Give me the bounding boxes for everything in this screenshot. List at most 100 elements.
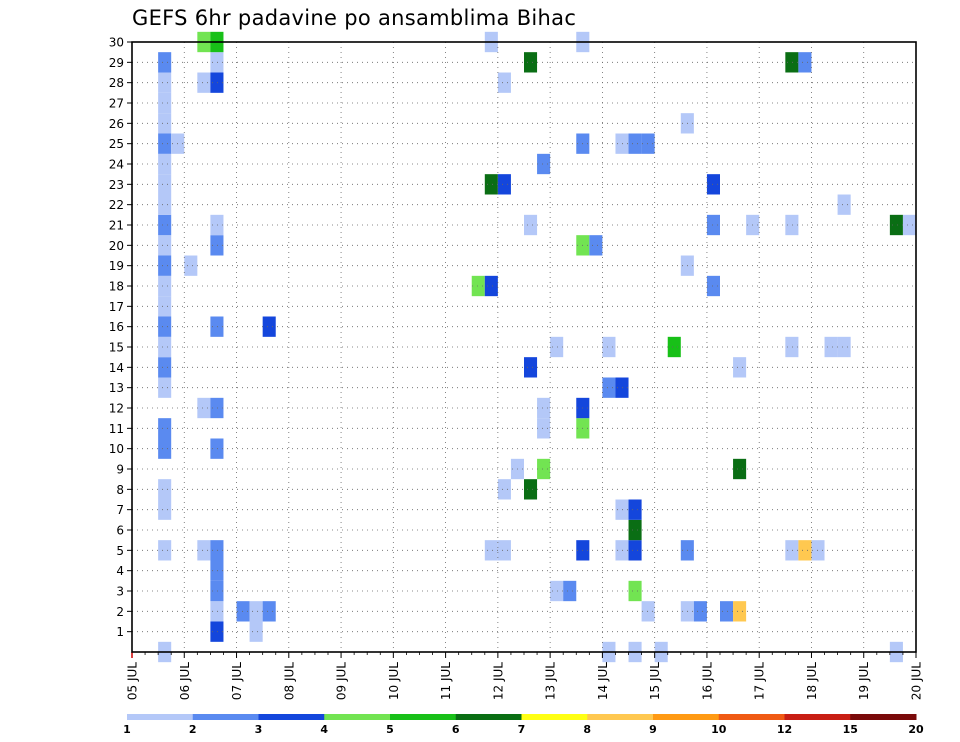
heatmap-cell	[641, 601, 655, 622]
colorbar-tick-label: 12	[777, 723, 792, 736]
heatmap-cell	[667, 336, 681, 358]
grid-layer	[132, 41, 916, 652]
heatmap-cell	[537, 397, 551, 419]
heatmap-cell	[210, 316, 224, 337]
heatmap-cell	[210, 235, 224, 256]
colorbar-tick-label: 3	[255, 723, 263, 736]
colorbar-swatch	[784, 714, 851, 720]
heatmap-cell	[158, 255, 172, 276]
heatmap-cell	[158, 357, 172, 378]
heatmap-cell	[563, 580, 577, 602]
colorbar-tick-label: 5	[386, 723, 394, 736]
heatmap-cell	[158, 296, 172, 317]
heatmap-cell	[262, 316, 276, 337]
colorbar-swatch	[455, 714, 522, 720]
plot-frame	[131, 41, 917, 653]
heatmap-cell	[537, 153, 551, 175]
colorbar-swatch	[521, 714, 588, 720]
heatmap-cell	[497, 174, 511, 195]
y-axis: 1234567891011121314151617181920212223242…	[109, 36, 132, 639]
heatmap-cell	[524, 479, 538, 500]
colorbar: 1 2 3 4 5 6 7 8 9 10 12 15 20	[123, 714, 924, 736]
colorbar-tick-label: 9	[649, 723, 657, 736]
x-tick-label: 11 JUL	[439, 662, 453, 700]
heatmap-cell	[210, 397, 224, 419]
heatmap-cell	[210, 72, 224, 93]
heatmap-cell	[158, 194, 172, 215]
heatmap-cell	[837, 336, 851, 358]
y-tick-label: 7	[116, 503, 124, 517]
heatmap-cell	[236, 601, 250, 622]
colorbar-swatch	[192, 714, 259, 720]
x-tick-label: 14 JUL	[596, 662, 610, 700]
x-tick-label: 20 JUL	[910, 662, 924, 700]
heatmap-cell	[628, 499, 642, 520]
y-tick-label: 3	[116, 585, 124, 599]
heatmap-cell	[262, 601, 276, 622]
heatmap-cell	[524, 52, 538, 73]
heatmap-cell	[210, 621, 224, 642]
heatmap-cell	[158, 418, 172, 439]
heatmap-cell	[524, 214, 538, 236]
y-tick-label: 19	[109, 259, 124, 273]
y-tick-label: 1	[116, 625, 124, 639]
x-tick-label: 19 JUL	[857, 662, 871, 700]
y-tick-label: 27	[109, 97, 124, 111]
heatmap-cell	[158, 336, 172, 358]
colorbar-tick-label: 8	[583, 723, 591, 736]
heatmap-cell	[210, 214, 224, 236]
heatmap-cell	[158, 316, 172, 337]
heatmap-cell	[158, 235, 172, 256]
heatmap-cell	[497, 72, 511, 93]
heatmap-cell	[158, 174, 172, 195]
heatmap-cell	[785, 214, 799, 236]
heatmap-cell	[628, 540, 642, 561]
heatmap-cell	[733, 357, 747, 378]
heatmap-cell	[537, 458, 551, 480]
y-tick-label: 8	[116, 483, 124, 497]
heatmap-cell	[184, 255, 198, 276]
heatmap-cell	[550, 580, 564, 602]
heatmap-cell	[484, 540, 498, 561]
heatmap-cell	[902, 214, 916, 236]
y-tick-label: 18	[109, 280, 124, 294]
heatmap-cell	[158, 72, 172, 93]
y-tick-label: 17	[109, 300, 124, 314]
heatmap-cell	[785, 540, 799, 561]
colorbar-swatch	[127, 714, 194, 720]
y-tick-label: 12	[109, 402, 124, 416]
heatmap-cell	[628, 133, 642, 154]
heatmap-cell	[602, 336, 616, 358]
x-tick-label: 09 JUL	[335, 662, 349, 700]
y-tick-label: 2	[116, 605, 124, 619]
x-tick-label: 10 JUL	[387, 662, 401, 700]
heatmap-cell	[210, 560, 224, 581]
heatmap-cell	[158, 377, 172, 398]
heatmap-cell	[484, 275, 498, 297]
heatmap-cell	[706, 174, 720, 195]
heatmap-cell	[589, 235, 603, 256]
heatmap-cell	[197, 397, 211, 419]
y-tick-label: 28	[109, 76, 124, 90]
heatmap-cell	[628, 519, 642, 541]
colorbar-tick-label: 2	[189, 723, 197, 736]
y-tick-label: 20	[109, 239, 124, 253]
heatmap-cell	[158, 52, 172, 73]
heatmap-cell	[197, 72, 211, 93]
heatmap-cell	[158, 499, 172, 520]
x-tick-label: 08 JUL	[282, 662, 296, 700]
colorbar-swatch	[653, 714, 720, 720]
x-tick-label: 17 JUL	[753, 662, 767, 700]
heatmap-cell	[158, 540, 172, 561]
heatmap-cell	[628, 580, 642, 602]
heatmap-cell	[733, 601, 747, 622]
heatmap-cell	[733, 458, 747, 480]
y-tick-label: 25	[109, 137, 124, 151]
heatmap-cell	[158, 438, 172, 459]
heatmap-cell	[210, 540, 224, 561]
heatmap-cell	[889, 214, 903, 236]
y-tick-label: 22	[109, 198, 124, 212]
heatmap-cell	[785, 336, 799, 358]
colorbar-swatch	[390, 714, 457, 720]
